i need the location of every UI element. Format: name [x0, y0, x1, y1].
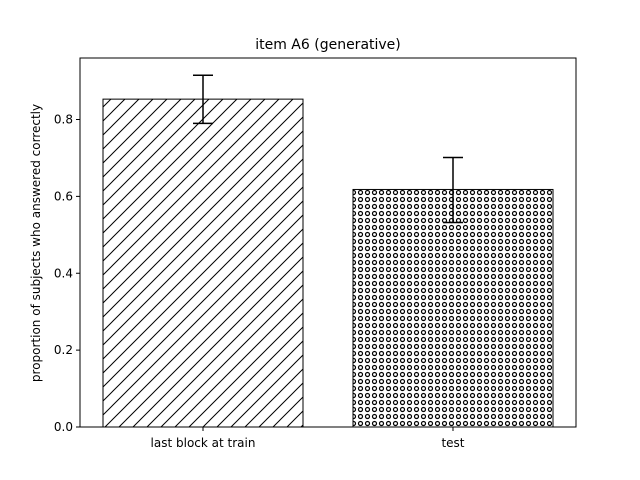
bars-group	[102, 74, 554, 428]
x-tick-label: test	[441, 436, 464, 450]
x-tick-label: last block at train	[151, 436, 256, 450]
y-tick-label: 0.6	[54, 189, 73, 203]
y-axis: 0.0 0.2 0.4 0.6 0.8	[54, 113, 80, 434]
y-tick-label: 0.4	[54, 266, 73, 280]
x-axis: last block at train test	[151, 427, 465, 450]
chart-title: item A6 (generative)	[255, 37, 401, 53]
bar-2	[352, 188, 554, 428]
bar-1	[102, 98, 304, 428]
plot-frame	[79, 57, 577, 428]
y-tick-label: 0.8	[54, 113, 73, 127]
y-axis-label: proportion of subjects who answered corr…	[29, 104, 43, 382]
y-tick-label: 0.0	[54, 420, 73, 434]
y-tick-label: 0.2	[54, 343, 73, 357]
